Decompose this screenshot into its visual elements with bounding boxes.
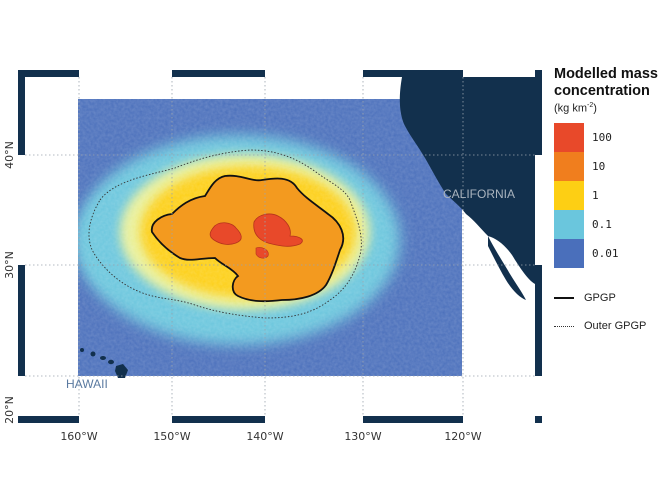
scale-label-0.01: 0.01 <box>592 246 619 260</box>
north-america-coast <box>399 77 535 284</box>
label-california: CALIFORNIA <box>443 187 515 201</box>
graticule <box>25 77 535 416</box>
legend-outer-gpgp: Outer GPGP <box>554 320 646 332</box>
color-scale: 100 10 1 0.1 0.01 <box>554 122 666 268</box>
unit-exponent: -2 <box>587 102 594 109</box>
legend-unit: (kg km-2) <box>554 102 666 115</box>
scale-row-10: 10 <box>554 151 666 181</box>
lat-label-40N: 40°N <box>3 141 16 169</box>
high-concentration-center <box>253 213 303 247</box>
legend-outer-label: Outer GPGP <box>584 320 647 332</box>
legend: Modelled mass concentration (kg km-2) 10… <box>554 66 666 332</box>
swatch-10 <box>554 151 584 181</box>
scale-label-100: 100 <box>592 130 612 144</box>
legend-title: Modelled mass concentration <box>554 66 666 100</box>
scale-row-1: 1 <box>554 180 666 210</box>
scale-label-1: 1 <box>592 188 599 202</box>
hawaii-islands <box>80 348 128 378</box>
lat-label-20N: 20°N <box>3 396 16 424</box>
unit-suffix: ) <box>593 102 597 115</box>
scale-row-100: 100 <box>554 122 666 152</box>
scale-row-0.1: 0.1 <box>554 209 666 239</box>
scale-row-0.01: 0.01 <box>554 238 666 268</box>
scale-label-0.1: 0.1 <box>592 217 612 231</box>
high-concentration-west <box>209 222 242 245</box>
outer-gpgp-line <box>88 149 362 319</box>
unit-prefix: (kg km <box>554 102 587 115</box>
baja-peninsula <box>488 236 526 300</box>
lon-label-140W: 140°W <box>246 430 283 443</box>
legend-gpgp-label: GPGP <box>584 292 616 304</box>
label-hawaii: HAWAII <box>66 377 108 391</box>
outer-gpgp-line-sample <box>554 325 574 327</box>
lat-label-30N: 30°N <box>3 251 16 279</box>
legend-title-line2: concentration <box>554 83 650 99</box>
lon-label-160W: 160°W <box>60 430 97 443</box>
swatch-1 <box>554 180 584 210</box>
panel-letter: a <box>30 77 47 110</box>
legend-title-line1: Modelled mass <box>554 66 658 82</box>
swatch-100 <box>554 122 584 152</box>
lon-label-130W: 130°W <box>344 430 381 443</box>
frame-ticks <box>18 70 542 423</box>
legend-gpgp: GPGP <box>554 292 616 304</box>
swatch-0.01 <box>554 238 584 268</box>
lon-label-150W: 150°W <box>153 430 190 443</box>
gpgp-core <box>150 174 345 303</box>
swatch-0.1 <box>554 209 584 239</box>
lon-label-120W: 120°W <box>444 430 481 443</box>
gpgp-line-sample <box>554 297 574 299</box>
scale-label-10: 10 <box>592 159 606 173</box>
